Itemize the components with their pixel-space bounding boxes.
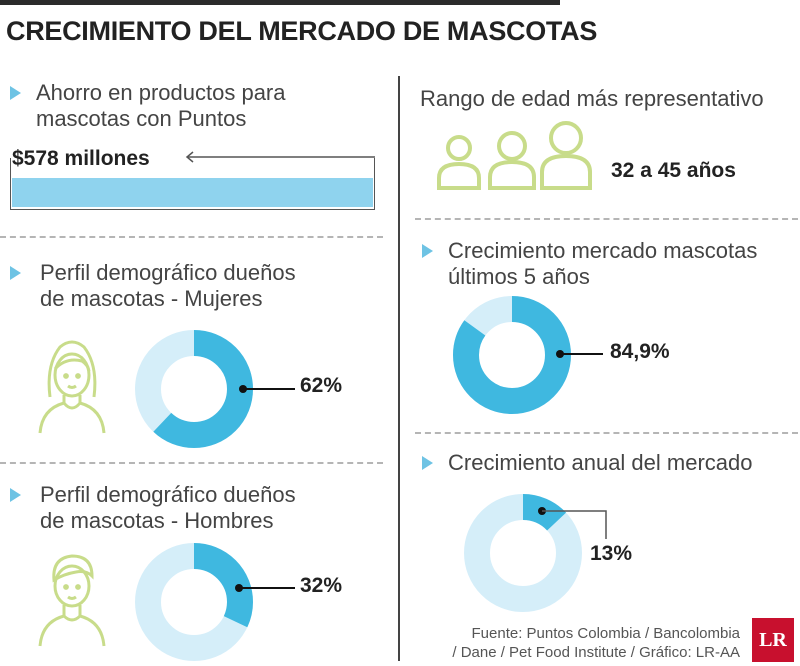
section-divider	[415, 432, 798, 434]
growth5-title: Crecimiento mercado mascotas últimos 5 a…	[448, 238, 757, 290]
top-rule	[0, 0, 560, 5]
savings-value: $578 millones	[12, 147, 150, 170]
bullet-arrow-icon	[422, 244, 433, 258]
source-line: / Dane / Pet Food Institute / Gráfico: L…	[452, 644, 740, 661]
women-donut-chart	[135, 330, 253, 448]
savings-title-line: mascotas con Puntos	[36, 106, 247, 131]
bullet-arrow-icon	[10, 488, 21, 502]
growth5-title-line: Crecimiento mercado mascotas	[448, 238, 758, 263]
lr-logo: LR	[752, 618, 794, 662]
savings-leader-line	[185, 151, 375, 163]
men-title-line: Perfil demográfico dueños	[40, 482, 296, 507]
bullet-arrow-icon	[10, 86, 21, 100]
woman-icon	[38, 340, 106, 434]
annual-value-slice	[464, 494, 582, 612]
column-divider	[398, 76, 400, 661]
women-leader-line	[239, 385, 295, 393]
man-icon	[38, 554, 106, 647]
section-divider	[0, 236, 383, 238]
section-divider	[0, 462, 383, 464]
bullet-arrow-icon	[10, 266, 21, 280]
men-leader-line	[235, 584, 295, 592]
section-divider	[415, 218, 798, 220]
growth5-value-label: 84,9%	[610, 340, 670, 363]
men-donut-chart	[135, 543, 253, 661]
age-title: Rango de edad más representativo	[420, 86, 764, 111]
savings-bar	[12, 178, 373, 207]
women-value-label: 62%	[300, 374, 343, 397]
growth5-leader-line	[556, 350, 603, 358]
women-title-line: de mascotas - Mujeres	[40, 286, 263, 311]
source-line: Fuente: Puntos Colombia / Bancolombia	[471, 625, 740, 642]
savings-title: Ahorro en productos para mascotas con Pu…	[36, 80, 286, 132]
men-title: Perfil demográfico dueños de mascotas - …	[40, 482, 296, 534]
men-value-slice	[135, 543, 253, 661]
men-title-line: de mascotas - Hombres	[40, 508, 274, 533]
annual-value-label: 13%	[590, 542, 633, 565]
savings-bar-frame	[10, 158, 375, 210]
savings-title-line: Ahorro en productos para	[36, 80, 286, 105]
annual-leader-line	[538, 507, 607, 539]
page-title: CRECIMIENTO DEL MERCADO DE MASCOTAS	[6, 16, 598, 46]
women-title: Perfil demográfico dueños de mascotas - …	[40, 260, 296, 312]
bullet-arrow-icon	[422, 456, 433, 470]
people-icon	[437, 121, 592, 190]
growth5-title-line: últimos 5 años	[448, 264, 590, 289]
annual-donut-chart	[464, 494, 582, 612]
men-value-label: 32%	[300, 574, 343, 597]
growth5-donut-chart	[453, 296, 571, 414]
annual-title: Crecimiento anual del mercado	[448, 450, 753, 475]
women-title-line: Perfil demográfico dueños	[40, 260, 296, 285]
source-note: Fuente: Puntos Colombia / Bancolombia / …	[420, 624, 740, 662]
age-value: 32 a 45 años	[611, 159, 736, 182]
